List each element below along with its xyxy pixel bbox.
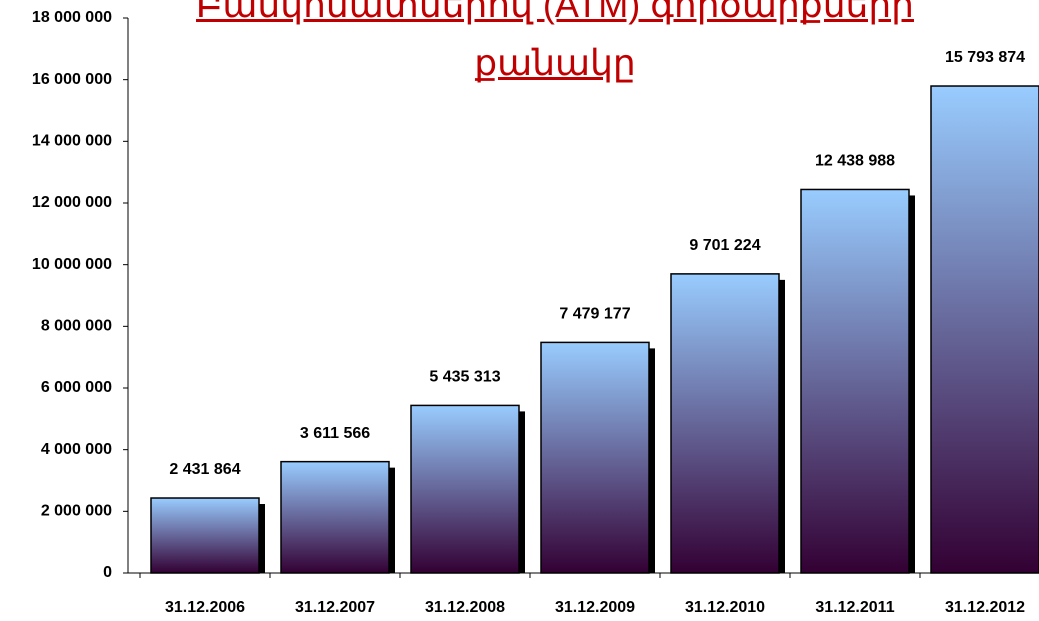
bar — [800, 188, 910, 574]
bar — [930, 85, 1039, 574]
chart-title: Բանկոմատներով (ATM) գործարքների քանակը — [196, 0, 914, 83]
value-label: 12 438 988 — [815, 153, 895, 170]
x-tick-label: 31.12.2012 — [945, 599, 1025, 616]
x-tick-label: 31.12.2007 — [295, 599, 375, 616]
y-tick-label: 10 000 000 — [32, 256, 112, 273]
y-tick-label: 2 000 000 — [41, 503, 112, 520]
y-tick-label: 16 000 000 — [32, 71, 112, 88]
value-label: 5 435 313 — [429, 369, 500, 386]
y-tick-label: 6 000 000 — [41, 379, 112, 396]
bar — [670, 273, 780, 574]
x-tick-label: 31.12.2009 — [555, 599, 635, 616]
bar — [150, 497, 260, 574]
bar — [280, 460, 390, 574]
y-tick-label: 0 — [103, 564, 112, 581]
y-tick-label: 12 000 000 — [32, 194, 112, 211]
value-label: 9 701 224 — [689, 237, 760, 254]
value-label: 2 431 864 — [169, 461, 240, 478]
x-tick-label: 31.12.2010 — [685, 599, 765, 616]
value-label: 3 611 566 — [300, 425, 370, 442]
x-tick-label: 31.12.2011 — [815, 599, 894, 616]
bar — [540, 341, 650, 574]
y-tick-label: 8 000 000 — [41, 318, 112, 335]
y-tick-label: 4 000 000 — [41, 441, 112, 458]
y-tick-label: 18 000 000 — [32, 9, 112, 26]
x-tick-label: 31.12.2006 — [165, 599, 245, 616]
y-tick-label: 14 000 000 — [32, 133, 112, 150]
value-label: 7 479 177 — [559, 306, 630, 323]
bar — [410, 404, 520, 574]
x-tick-label: 31.12.2008 — [425, 599, 505, 616]
value-label: 15 793 874 — [945, 49, 1025, 66]
